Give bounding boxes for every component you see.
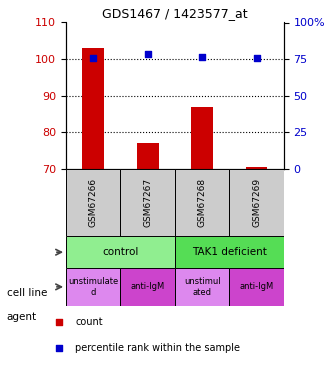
Point [90, 55, 96, 61]
Text: control: control [102, 247, 139, 257]
Point [145, 51, 150, 57]
Text: unstimulate
d: unstimulate d [68, 277, 118, 297]
Bar [66, 268, 120, 306]
Text: agent: agent [7, 312, 37, 322]
Point [56, 319, 61, 325]
Bar [175, 268, 229, 306]
Text: GSM67268: GSM67268 [198, 178, 207, 227]
Bar [82, 48, 104, 169]
Bar [175, 169, 229, 236]
Bar [66, 236, 175, 268]
Bar [246, 167, 267, 169]
Bar [229, 169, 284, 236]
Bar [229, 268, 284, 306]
Text: TAK1 deficient: TAK1 deficient [192, 247, 267, 257]
Bar [191, 106, 213, 169]
Point [56, 345, 61, 351]
Bar [66, 169, 120, 236]
Text: GSM67269: GSM67269 [252, 178, 261, 227]
Point [199, 54, 205, 60]
Text: GSM67266: GSM67266 [89, 178, 98, 227]
Point [254, 55, 259, 61]
Bar [137, 143, 158, 169]
Text: GSM67267: GSM67267 [143, 178, 152, 227]
Title: GDS1467 / 1423577_at: GDS1467 / 1423577_at [102, 7, 248, 20]
Text: anti-IgM: anti-IgM [131, 282, 165, 291]
Bar [120, 268, 175, 306]
Bar [120, 169, 175, 236]
Text: anti-IgM: anti-IgM [240, 282, 274, 291]
Text: percentile rank within the sample: percentile rank within the sample [75, 344, 240, 353]
Text: cell line: cell line [7, 288, 47, 298]
Text: unstimul
ated: unstimul ated [184, 277, 220, 297]
Bar [175, 236, 284, 268]
Text: count: count [75, 317, 103, 327]
